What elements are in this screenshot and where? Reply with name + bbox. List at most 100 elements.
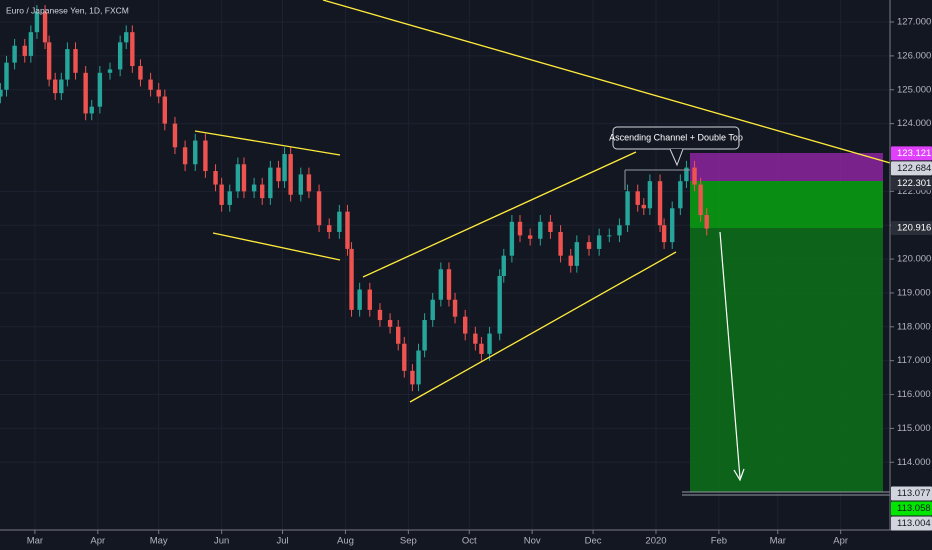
candle-body (107, 69, 113, 73)
y-tick-label: 119.000 (897, 287, 931, 298)
price-tag-label: 122.684 (897, 163, 931, 174)
candle-body (396, 326, 401, 344)
price-tag (891, 221, 932, 236)
callout-pointer (669, 148, 684, 167)
candle-body (596, 235, 602, 249)
candle-body (182, 147, 188, 165)
candle-body (260, 184, 265, 199)
x-tick-label: Aug (337, 536, 354, 547)
candle-body (316, 191, 322, 226)
price-axis (890, 0, 932, 550)
grid (0, 0, 890, 530)
price-tag-label: 120.916 (897, 223, 931, 234)
candle-body (241, 164, 247, 192)
y-tick-label: 122.000 (897, 186, 931, 197)
candle-body (446, 269, 452, 300)
y-tick-label: 126.000 (897, 50, 931, 61)
candle-body (538, 221, 543, 239)
candle-body (251, 184, 257, 192)
arrow (719, 231, 741, 479)
candle-body (276, 167, 281, 182)
candle-body (698, 184, 703, 216)
x-tick-label: Feb (711, 536, 727, 547)
x-tick-label: May (150, 536, 168, 547)
price-tag (891, 176, 932, 191)
candle-body (130, 32, 135, 67)
candle-body (473, 333, 478, 344)
candle-body (298, 174, 303, 195)
candle-body (625, 191, 630, 226)
candle-body (235, 164, 241, 192)
candle-body (65, 49, 70, 80)
trend-line (362, 151, 637, 278)
candle-body (172, 123, 178, 148)
y-tick-label: 118.000 (897, 321, 931, 332)
candle-body (306, 174, 312, 192)
price-tag-label: 122.301 (897, 178, 931, 189)
y-tick-label: 120.000 (897, 254, 931, 265)
x-tick-label: Mar (27, 536, 43, 547)
stop-zone (690, 153, 883, 181)
candle-body (219, 184, 224, 205)
candle-body (367, 289, 373, 310)
price-tag (891, 501, 932, 516)
candle-body (607, 235, 612, 237)
candle-body (657, 181, 663, 226)
price-tag (891, 146, 932, 161)
candle-body (670, 208, 675, 243)
candle-body (288, 154, 293, 195)
candle-body (416, 350, 421, 385)
price-tag-label: 113.004 (897, 518, 931, 529)
price-tag (891, 161, 932, 176)
x-tick-label: Mar (770, 536, 786, 547)
candle-body (617, 225, 622, 236)
trend-lines (194, 0, 932, 403)
x-tick-label: Apr (833, 536, 848, 547)
candle-body (83, 72, 88, 114)
candle-body (203, 140, 208, 172)
candle-body (568, 255, 573, 266)
candle-body (678, 181, 683, 209)
candle-body (387, 320, 393, 327)
candle-body (647, 181, 653, 209)
y-tick-label: 125.000 (897, 84, 931, 95)
candle-body (268, 167, 273, 199)
price-tag (891, 516, 932, 531)
candle-body (59, 79, 64, 94)
candle-body (527, 235, 533, 239)
candle-body (462, 316, 468, 334)
candle-body (148, 79, 153, 90)
x-tick-label: Nov (524, 536, 541, 547)
candle-body (345, 211, 350, 249)
candle-body (479, 343, 484, 354)
candle-body (46, 42, 52, 80)
candle-body (193, 140, 198, 165)
candle-body (422, 320, 427, 351)
axes: 114.000 115.000 116.000 117.000 118.000 119.0… (27, 17, 932, 547)
candle-body (517, 221, 523, 236)
candle-body (692, 167, 697, 185)
profit-zone-open (690, 181, 883, 228)
candle-body (487, 333, 492, 354)
candle-body (282, 154, 287, 182)
candle-body (73, 49, 78, 73)
y-tick-label: 127.000 (897, 17, 931, 28)
candle-body (357, 289, 362, 310)
candle-body (12, 45, 17, 63)
candle-body (28, 32, 34, 56)
y-tick-label: 124.000 (897, 118, 931, 129)
candle-body (22, 45, 27, 56)
candle-body (635, 191, 640, 205)
trend-line (322, 0, 932, 176)
y-tick-label: 117.000 (897, 355, 931, 366)
candle-body (586, 242, 592, 249)
candle-body (402, 343, 407, 371)
candle-body (430, 299, 435, 321)
chart-title: Euro / Japanese Yen, 1D, FXCM (6, 5, 129, 15)
candle-body (438, 269, 444, 300)
candle-body (213, 171, 218, 185)
candle-body (641, 204, 647, 209)
y-tick-label: 114.000 (897, 457, 931, 468)
x-tick-label: Jun (214, 536, 229, 547)
x-tick-label: Apr (90, 536, 105, 547)
